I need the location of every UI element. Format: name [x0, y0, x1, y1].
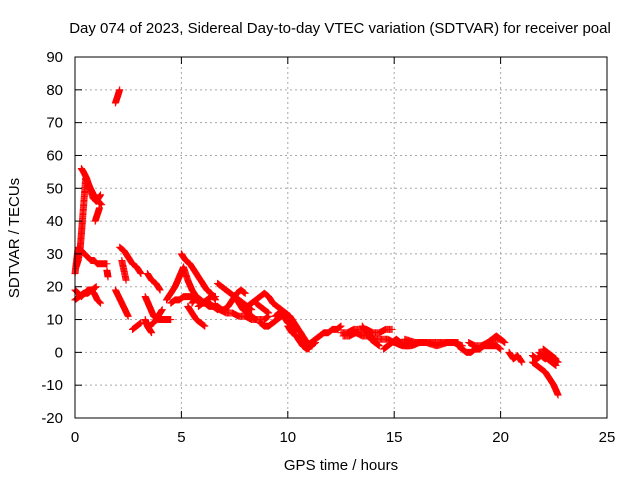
data-point-markers — [141, 316, 156, 337]
track-arc-28 — [252, 299, 273, 317]
track-arc-07 — [103, 266, 112, 281]
track-arc-12 — [129, 319, 145, 333]
data-point-markers — [118, 257, 130, 284]
track-arc-27 — [243, 289, 277, 310]
data-point-markers — [111, 86, 124, 107]
track-arc-46 — [529, 358, 562, 399]
y-tick-label: 30 — [46, 246, 63, 263]
data-point-markers — [252, 299, 273, 317]
track-arc-29 — [256, 312, 285, 330]
track-arc-16 — [141, 316, 156, 337]
x-tick-label: 20 — [492, 429, 509, 446]
grid-lines — [75, 57, 607, 418]
y-tick-label: 50 — [46, 180, 63, 197]
track-arc-44 — [505, 348, 526, 366]
data-point-markers — [184, 302, 209, 330]
data-point-markers — [77, 165, 105, 205]
y-tick-label: 90 — [46, 49, 63, 66]
track-arc-13 — [143, 270, 164, 294]
y-tick-label: 80 — [46, 82, 63, 99]
track-arc-08 — [111, 86, 124, 107]
y-tick-label: 0 — [55, 344, 63, 361]
data-point-markers — [129, 319, 145, 333]
data-point-markers — [111, 286, 132, 320]
axis-ticks — [74, 56, 608, 419]
track-arc-17 — [163, 263, 205, 304]
data-points — [71, 86, 562, 399]
y-tick-labels: -20 -10 0 10 20 30 40 50 60 70 80 90 — [41, 49, 63, 427]
data-point-markers — [505, 348, 526, 366]
data-point-markers — [143, 270, 164, 294]
data-point-markers — [103, 266, 112, 281]
x-tick-label: 25 — [599, 429, 616, 446]
data-point-markers — [116, 243, 145, 278]
y-tick-label: 70 — [46, 115, 63, 132]
chart-title: Day 074 of 2023, Sidereal Day-to-day VTE… — [69, 20, 611, 37]
track-arc-47 — [535, 348, 560, 369]
track-arc-48 — [539, 345, 560, 363]
data-point-markers — [529, 358, 562, 399]
track-arc-40 — [401, 335, 462, 350]
y-tick-label: 10 — [46, 312, 63, 329]
data-point-markers — [535, 348, 560, 369]
data-point-markers — [194, 293, 219, 310]
data-point-markers — [163, 263, 205, 304]
y-axis-label: SDTVAR / TECUs — [6, 178, 23, 298]
data-point-markers — [539, 345, 560, 363]
x-tick-label: 10 — [279, 429, 296, 446]
track-arc-09 — [116, 243, 145, 278]
x-axis-label: GPS time / hours — [284, 457, 398, 474]
x-tick-label: 0 — [71, 429, 79, 446]
data-point-markers — [303, 322, 345, 350]
x-tick-label: 5 — [177, 429, 185, 446]
track-arc-03 — [77, 165, 105, 205]
track-arc-37 — [358, 322, 383, 350]
y-tick-label: -20 — [41, 410, 63, 427]
track-arc-34 — [303, 322, 345, 350]
y-tick-label: 20 — [46, 279, 63, 296]
y-tick-label: 40 — [46, 213, 63, 230]
y-tick-label: 60 — [46, 147, 63, 164]
data-point-markers — [256, 312, 285, 330]
data-point-markers — [401, 335, 462, 350]
track-arc-04 — [91, 204, 103, 225]
track-arc-22 — [194, 293, 219, 310]
x-tick-label: 15 — [386, 429, 403, 446]
track-arc-11 — [111, 286, 132, 320]
data-point-markers — [475, 332, 509, 353]
track-arc-43 — [475, 332, 509, 353]
data-point-markers — [91, 204, 103, 225]
data-point-markers — [358, 322, 383, 350]
plot-frame — [74, 56, 608, 419]
data-point-markers — [243, 289, 277, 310]
track-arc-10 — [118, 257, 130, 284]
y-tick-label: -10 — [41, 377, 63, 394]
track-arc-21 — [184, 302, 209, 330]
x-tick-labels: 0 5 10 15 20 25 — [71, 429, 616, 446]
